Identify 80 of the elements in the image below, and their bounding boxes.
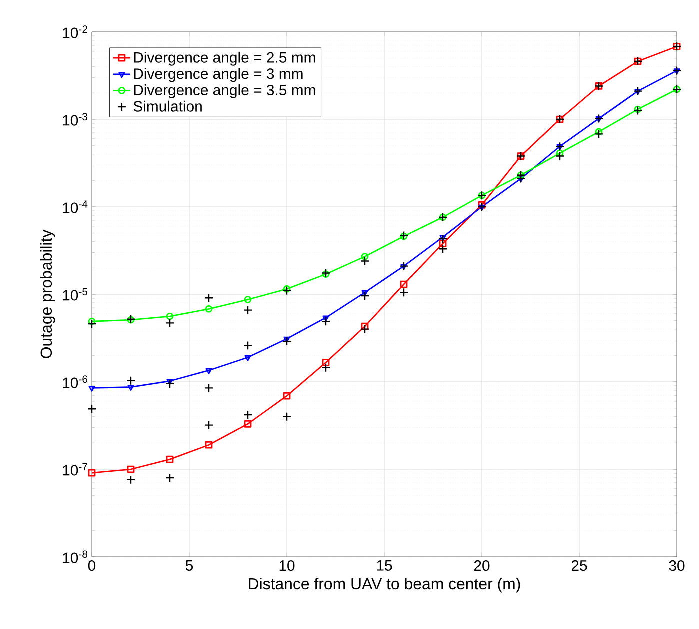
- legend-label: Simulation: [134, 100, 202, 112]
- point: [594, 114, 604, 124]
- point: [399, 262, 409, 271]
- point: [244, 296, 252, 304]
- point: [243, 410, 253, 420]
- point: [322, 359, 330, 366]
- point: [360, 291, 370, 301]
- point: [399, 288, 409, 298]
- y-tick-label: 10$^{-2}$: [63, 26, 88, 38]
- point: [126, 376, 136, 386]
- point: [165, 318, 175, 328]
- point: [400, 264, 408, 270]
- point: [595, 128, 603, 136]
- point: [516, 174, 526, 184]
- point: [244, 355, 252, 362]
- point: [243, 306, 253, 315]
- point: [478, 204, 486, 211]
- x-tick-label: 25: [572, 560, 588, 572]
- point: [321, 363, 331, 372]
- point: [478, 201, 486, 209]
- point: [205, 441, 213, 449]
- point: [126, 475, 136, 485]
- point: [128, 385, 134, 391]
- point: [204, 420, 214, 430]
- point: [127, 466, 135, 474]
- x-tick-label: 0: [88, 560, 96, 572]
- point: [206, 368, 212, 374]
- y-tick-label: 10$^{-8}$: [63, 550, 88, 564]
- point: [165, 379, 175, 389]
- point: [361, 253, 369, 260]
- x-axis-title: Distance from UAV to beam center (m): [249, 578, 520, 593]
- point: [165, 473, 175, 483]
- y-tick-label: 10$^{-5}$: [63, 288, 88, 301]
- point: [282, 412, 292, 422]
- x-tick-label: 20: [474, 560, 490, 572]
- point: [438, 234, 448, 244]
- point: [322, 316, 330, 322]
- point: [633, 86, 643, 96]
- point: [362, 290, 368, 296]
- legend-label: Divergence angle = 3.5 mm: [134, 84, 316, 98]
- point: [282, 286, 292, 296]
- point: [166, 312, 174, 320]
- point: [204, 294, 214, 303]
- point: [439, 240, 447, 248]
- point: [282, 336, 292, 346]
- point: [361, 322, 369, 330]
- point: [88, 469, 96, 477]
- legend-label: Divergence angle = 2.5 mm: [134, 52, 316, 66]
- point: [87, 404, 97, 414]
- point: [477, 202, 487, 212]
- point: [166, 379, 174, 385]
- x-tick-label: 5: [186, 560, 194, 571]
- y-tick-label: 10$^{-4}$: [63, 200, 88, 214]
- point: [204, 384, 214, 393]
- point: [321, 317, 331, 326]
- point: [283, 392, 291, 400]
- point: [594, 130, 604, 139]
- point: [360, 324, 370, 334]
- x-tick-label: 10: [280, 560, 295, 572]
- point: [283, 286, 291, 293]
- point: [400, 280, 408, 288]
- point: [555, 152, 565, 161]
- y-axis-title: Outage probability: [40, 230, 56, 358]
- point: [243, 341, 253, 350]
- point: [244, 420, 252, 428]
- x-tick-label: 15: [377, 560, 392, 571]
- point: [440, 235, 446, 242]
- point: [205, 305, 213, 313]
- point: [360, 256, 370, 266]
- y-tick-label: 10$^{-6}$: [63, 376, 88, 388]
- y-tick-label: 10$^{-7}$: [63, 463, 88, 476]
- point: [634, 89, 642, 95]
- point: [438, 244, 448, 254]
- y-tick-label: 10$^{-3}$: [63, 113, 88, 126]
- point: [556, 150, 564, 158]
- x-tick-label: 30: [669, 560, 685, 572]
- point: [596, 116, 602, 122]
- point: [166, 456, 174, 464]
- legend-label: Divergence angle = 3 mm: [134, 68, 303, 82]
- point: [284, 336, 290, 343]
